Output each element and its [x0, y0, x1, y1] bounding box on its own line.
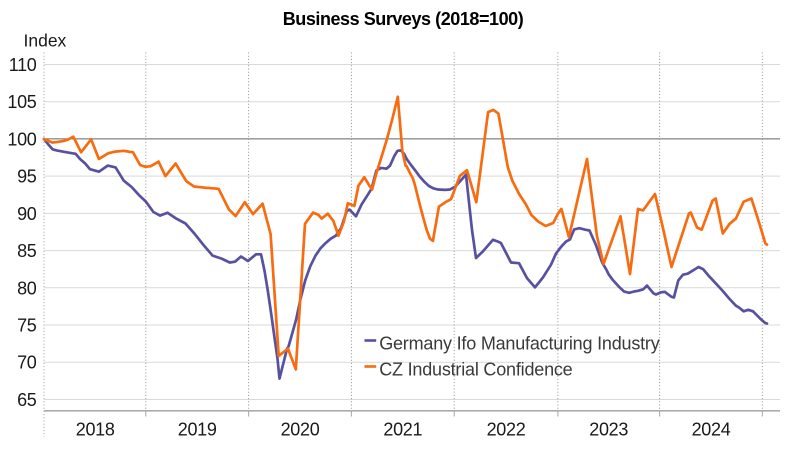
svg-text:2021: 2021 [383, 420, 422, 440]
svg-text:Index: Index [24, 31, 67, 51]
svg-text:75: 75 [17, 316, 37, 336]
svg-text:90: 90 [17, 204, 37, 224]
svg-text:70: 70 [17, 353, 37, 373]
svg-text:2024: 2024 [692, 420, 731, 440]
svg-text:105: 105 [7, 92, 36, 112]
svg-text:100: 100 [7, 129, 36, 149]
svg-text:CZ Industrial Confidence: CZ Industrial Confidence [379, 360, 572, 380]
svg-text:Germany Ifo Manufacturing Indu: Germany Ifo Manufacturing Industry [379, 334, 660, 354]
svg-text:2020: 2020 [281, 420, 320, 440]
svg-text:110: 110 [9, 55, 37, 75]
svg-text:Business Surveys (2018=100): Business Surveys (2018=100) [283, 9, 524, 29]
svg-text:2019: 2019 [178, 420, 217, 440]
svg-text:2023: 2023 [589, 420, 628, 440]
svg-text:2022: 2022 [487, 420, 526, 440]
svg-text:65: 65 [17, 390, 37, 410]
svg-text:2018: 2018 [76, 420, 115, 440]
svg-text:95: 95 [17, 167, 37, 187]
svg-text:80: 80 [17, 278, 37, 298]
svg-text:85: 85 [17, 241, 37, 261]
